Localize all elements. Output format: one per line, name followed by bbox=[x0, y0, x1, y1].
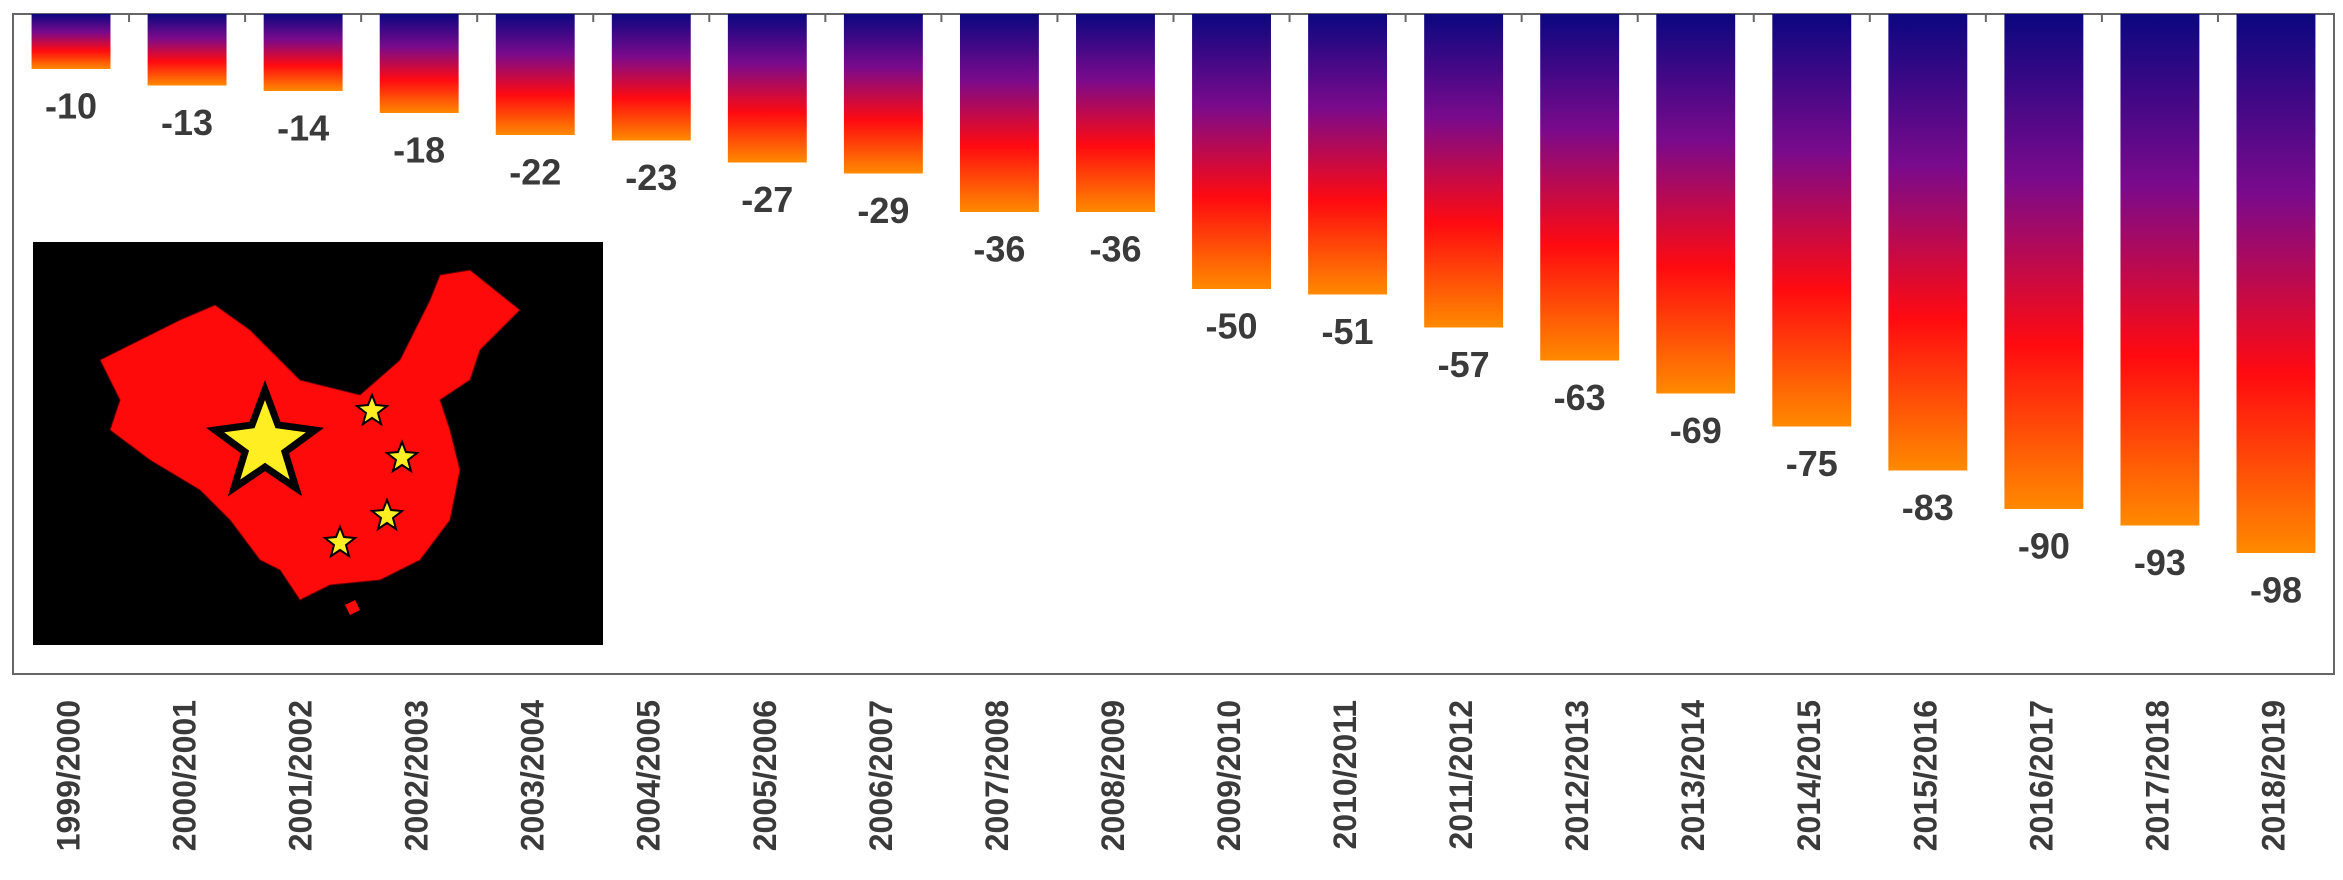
bar bbox=[611, 14, 691, 141]
bar bbox=[495, 14, 575, 135]
x-tick-label: 2001/2002 bbox=[283, 700, 319, 851]
value-label: -10 bbox=[45, 86, 97, 127]
value-label: -63 bbox=[1554, 377, 1606, 418]
value-label: -27 bbox=[741, 179, 793, 220]
bar bbox=[2236, 14, 2316, 553]
bar bbox=[2004, 14, 2084, 509]
value-label: -22 bbox=[509, 152, 561, 193]
bar bbox=[147, 14, 227, 86]
x-tick-label: 2009/2010 bbox=[1211, 700, 1247, 851]
big-star bbox=[205, 379, 325, 497]
x-tick-label: 2011/2012 bbox=[1443, 700, 1479, 850]
value-label: -90 bbox=[2018, 526, 2070, 567]
small-star bbox=[369, 497, 405, 532]
bar bbox=[379, 14, 459, 113]
value-label: -29 bbox=[857, 190, 909, 231]
value-label: -57 bbox=[1438, 344, 1490, 385]
value-label: -14 bbox=[277, 108, 329, 149]
value-label: -50 bbox=[1206, 306, 1258, 347]
x-tick-label: 2016/2017 bbox=[2023, 700, 2059, 851]
x-tick-label: 2007/2008 bbox=[979, 700, 1015, 851]
value-label: -51 bbox=[1322, 311, 1374, 352]
small-star bbox=[322, 524, 358, 559]
bar bbox=[1540, 14, 1620, 361]
x-tick-label: 2013/2014 bbox=[1675, 700, 1711, 851]
bar bbox=[727, 14, 807, 163]
bar bbox=[959, 14, 1039, 212]
value-label: -69 bbox=[1670, 410, 1722, 451]
x-tick-label: 1999/2000 bbox=[50, 700, 86, 851]
x-tick-label: 2006/2007 bbox=[863, 700, 899, 851]
value-label: -36 bbox=[1089, 229, 1141, 270]
value-label: -98 bbox=[2250, 570, 2302, 611]
x-tick-label: 2004/2005 bbox=[631, 700, 667, 851]
value-label: -18 bbox=[393, 130, 445, 171]
value-label: -93 bbox=[2134, 542, 2186, 583]
bar bbox=[1192, 14, 1271, 289]
x-tick-label: 2018/2019 bbox=[2255, 700, 2291, 851]
bar bbox=[1656, 14, 1736, 394]
bar bbox=[1424, 14, 1504, 328]
bar bbox=[2120, 14, 2200, 526]
value-label: -75 bbox=[1786, 443, 1838, 484]
x-tick-label: 2017/2018 bbox=[2139, 700, 2175, 851]
map-island bbox=[345, 600, 360, 615]
bar bbox=[31, 14, 111, 69]
value-label: -23 bbox=[625, 157, 677, 198]
bar bbox=[843, 14, 923, 174]
bar bbox=[1308, 14, 1388, 295]
x-tick-label: 2012/2013 bbox=[1559, 700, 1595, 851]
bar bbox=[263, 14, 343, 91]
bar bbox=[1076, 14, 1155, 212]
x-tick-label: 2014/2015 bbox=[1791, 700, 1827, 851]
x-tick-label: 2005/2006 bbox=[747, 700, 783, 851]
china-inset bbox=[33, 242, 603, 645]
small-star bbox=[384, 439, 420, 474]
small-star bbox=[354, 392, 390, 427]
value-label: -83 bbox=[1902, 487, 1954, 528]
x-tick-label: 2008/2009 bbox=[1095, 700, 1131, 851]
value-label: -36 bbox=[973, 229, 1025, 270]
x-tick-label: 2002/2003 bbox=[399, 700, 435, 851]
bar bbox=[1888, 14, 1968, 471]
x-tick-label: 2000/2001 bbox=[167, 700, 203, 851]
bar bbox=[1772, 14, 1852, 427]
value-label: -13 bbox=[161, 102, 213, 143]
x-tick-label: 2015/2016 bbox=[1907, 700, 1943, 851]
x-tick-label: 2003/2004 bbox=[515, 700, 551, 851]
x-tick-label: 2010/2011 bbox=[1327, 700, 1363, 850]
